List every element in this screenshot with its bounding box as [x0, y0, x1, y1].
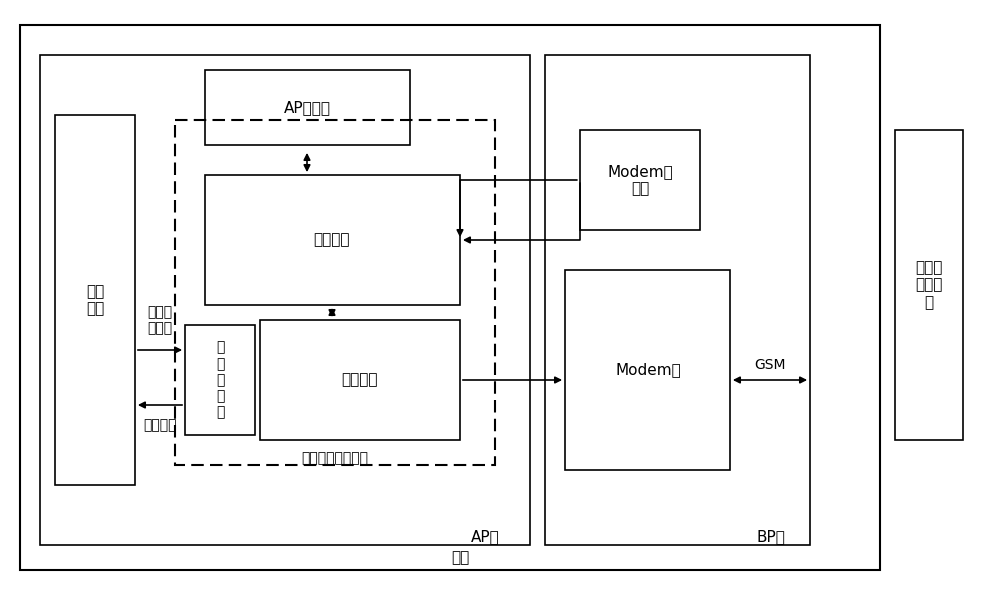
Polygon shape: [185, 325, 255, 435]
Text: AP侧参数: AP侧参数: [284, 101, 330, 115]
Text: Modem侧
参数: Modem侧 参数: [607, 164, 673, 196]
Text: 控制模块: 控制模块: [342, 373, 378, 387]
Polygon shape: [895, 130, 963, 440]
Polygon shape: [565, 270, 730, 470]
Text: BP侧: BP侧: [756, 530, 785, 544]
Text: 网络请
求数据: 网络请 求数据: [147, 305, 173, 335]
Polygon shape: [40, 55, 530, 545]
Text: 网
络
防
火
墙: 网 络 防 火 墙: [216, 341, 224, 419]
Polygon shape: [580, 130, 700, 230]
Text: GSM: GSM: [754, 358, 786, 372]
Polygon shape: [260, 320, 460, 440]
Text: 终端: 终端: [451, 550, 469, 566]
Polygon shape: [205, 70, 410, 145]
Text: 返回数据: 返回数据: [143, 418, 177, 432]
Text: 检测模块: 检测模块: [314, 232, 350, 248]
Text: 第一应
用服务
器: 第一应 用服务 器: [915, 260, 943, 310]
Text: 第一
应用: 第一 应用: [86, 284, 104, 316]
Text: AP侧: AP侧: [471, 530, 500, 544]
Polygon shape: [545, 55, 810, 545]
Polygon shape: [20, 25, 880, 570]
Polygon shape: [55, 115, 135, 485]
Text: 网络连接控制模块: 网络连接控制模块: [302, 451, 368, 465]
Polygon shape: [205, 175, 460, 305]
Text: Modem侧: Modem侧: [615, 362, 681, 378]
